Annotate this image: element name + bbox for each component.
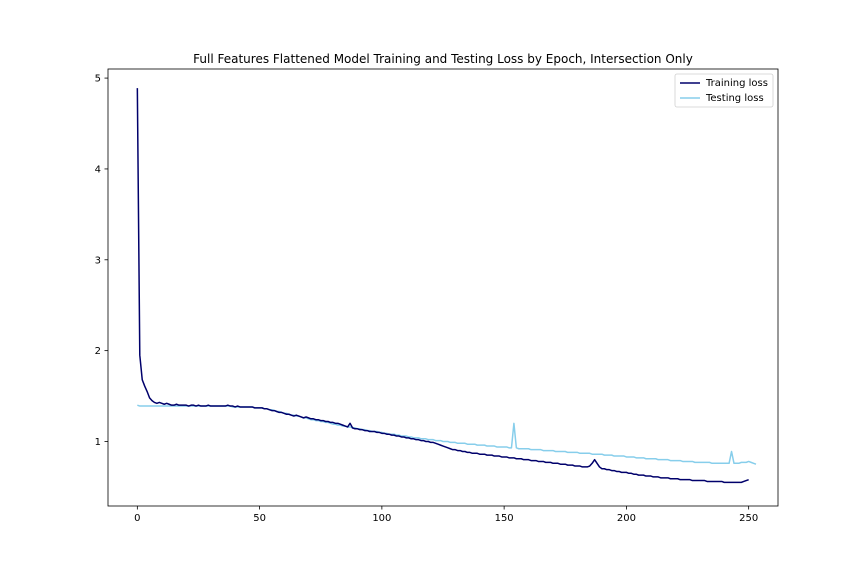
y-axis: 1 2 3 4 5: [95, 74, 108, 448]
y-tick-label: 3: [95, 255, 101, 266]
y-tick-label: 2: [95, 346, 101, 357]
x-tick-label: 150: [495, 513, 514, 524]
x-tick-label: 50: [253, 513, 266, 524]
y-tick-label: 4: [95, 164, 101, 175]
axes-frame: [107, 68, 779, 507]
x-axis: 0 50 100 150 200 250: [134, 506, 758, 524]
training-loss-line: [136, 88, 749, 484]
plot-area: 0 50 100 150 200 250 1 2 3 4 5: [95, 68, 779, 524]
x-tick-label: 250: [739, 513, 758, 524]
series-lines: [136, 88, 757, 484]
x-tick-label: 100: [372, 513, 391, 524]
legend: Training loss Testing loss: [674, 73, 774, 108]
testing-loss-line: [137, 404, 757, 465]
legend-label-training: Training loss: [705, 78, 768, 89]
x-tick-label: 0: [134, 513, 140, 524]
legend-label-testing: Testing loss: [705, 93, 764, 104]
x-tick-label: 200: [617, 513, 636, 524]
chart-title: Full Features Flattened Model Training a…: [193, 52, 693, 66]
y-tick-label: 1: [95, 437, 101, 448]
y-tick-label: 5: [95, 74, 101, 85]
